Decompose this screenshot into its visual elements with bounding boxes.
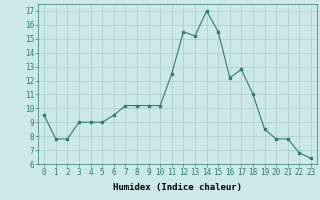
X-axis label: Humidex (Indice chaleur): Humidex (Indice chaleur) — [113, 183, 242, 192]
